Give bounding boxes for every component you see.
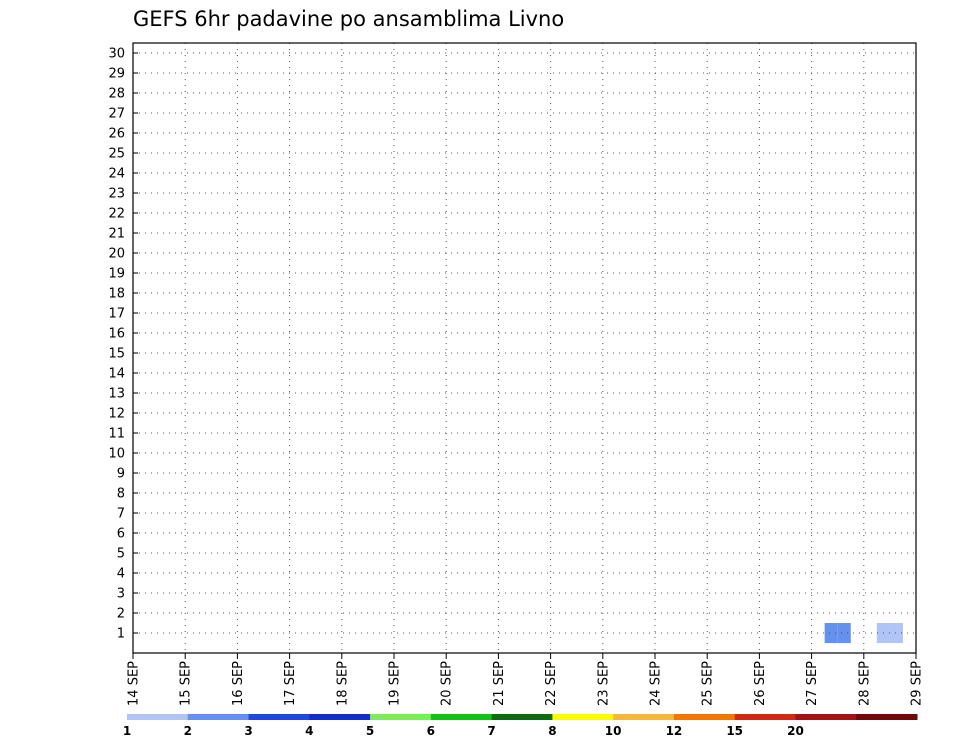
legend-swatch [856, 714, 918, 720]
y-tick-label: 14 [108, 367, 125, 382]
x-tick-label: 18 SEP [335, 661, 350, 706]
y-tick-label: 1 [117, 627, 125, 642]
y-tick-label: 18 [108, 287, 125, 302]
x-tick-label: 20 SEP [440, 661, 455, 706]
x-tick-label: 19 SEP [388, 661, 403, 706]
y-tick-label: 15 [108, 347, 125, 362]
y-tick-label: 25 [108, 147, 125, 162]
y-tick-label: 29 [108, 67, 125, 82]
x-tick-label: 22 SEP [544, 661, 559, 706]
chart-title: GEFS 6hr padavine po ansamblima Livno [133, 7, 564, 31]
y-tick-label: 20 [108, 247, 125, 262]
y-tick-label: 27 [108, 107, 125, 122]
y-tick-labels: 1234567891011121314151617181920212223242… [108, 47, 138, 642]
legend-swatch [370, 714, 432, 720]
heatmap-cell [837, 623, 851, 643]
legend-label: 6 [427, 724, 435, 738]
y-tick-label: 21 [108, 227, 125, 242]
heatmap-cell [889, 623, 903, 643]
x-tick-label: 27 SEP [805, 661, 820, 706]
y-tick-label: 3 [117, 587, 125, 602]
y-tick-label: 22 [108, 207, 125, 222]
legend-swatch [491, 714, 553, 720]
x-tick-label: 16 SEP [231, 661, 246, 706]
legend-label: 7 [487, 724, 495, 738]
y-tick-label: 16 [108, 327, 125, 342]
y-tick-label: 7 [117, 507, 125, 522]
x-tick-label: 21 SEP [492, 661, 507, 706]
legend-swatch [795, 714, 857, 720]
legend-swatch [673, 714, 736, 720]
legend-label: 3 [244, 724, 252, 738]
legend-swatch [613, 714, 675, 720]
y-tick-label: 10 [108, 447, 125, 462]
legend-label: 1 [123, 724, 131, 738]
x-tick-label: 28 SEP [857, 661, 872, 706]
x-tick-label: 17 SEP [283, 661, 298, 706]
x-tick-label: 24 SEP [649, 661, 664, 706]
legend-swatch [734, 714, 796, 720]
legend-label: 5 [366, 724, 374, 738]
y-tick-label: 6 [117, 527, 125, 542]
y-tick-label: 9 [117, 467, 125, 482]
plot-frame [132, 42, 917, 654]
color-legend: 1 2 3 4 5 6 7 8 10 12 15 20 [123, 714, 918, 738]
y-tick-label: 28 [108, 87, 125, 102]
x-tick-label: 26 SEP [753, 661, 768, 706]
legend-label: 2 [184, 724, 192, 738]
y-tick-label: 13 [108, 387, 125, 402]
x-tick-label: 14 SEP [127, 661, 142, 706]
y-tick-label: 23 [108, 187, 125, 202]
legend-swatch [430, 714, 493, 720]
legend-swatch [309, 714, 371, 720]
x-tick-label: 29 SEP [910, 661, 925, 706]
legend-label: 10 [605, 724, 622, 738]
y-tick-label: 30 [108, 47, 125, 62]
y-tick-label: 12 [108, 407, 125, 422]
y-tick-label: 4 [117, 567, 125, 582]
y-tick-label: 17 [108, 307, 125, 322]
legend-swatch [187, 714, 250, 720]
heatmap-cells [824, 623, 903, 643]
x-tick-label: 15 SEP [179, 661, 194, 706]
grid-lines [133, 43, 916, 653]
x-tick-label: 25 SEP [701, 661, 716, 706]
y-tick-label: 19 [108, 267, 125, 282]
y-tick-label: 11 [108, 427, 125, 442]
y-tick-label: 5 [117, 547, 125, 562]
legend-label: 4 [305, 724, 313, 738]
legend-swatch [552, 714, 614, 720]
legend-label: 12 [666, 724, 683, 738]
legend-swatch [127, 714, 189, 720]
legend-label: 8 [548, 724, 556, 738]
y-tick-label: 8 [117, 487, 125, 502]
heatmap-cell [824, 623, 838, 643]
legend-label: 20 [787, 724, 804, 738]
legend-label: 15 [726, 724, 743, 738]
y-tick-label: 2 [117, 607, 125, 622]
y-tick-label: 24 [108, 167, 125, 182]
legend-swatch [248, 714, 310, 720]
x-tick-label: 23 SEP [596, 661, 611, 706]
y-tick-label: 26 [108, 127, 125, 142]
x-tick-labels: 14 SEP 15 SEP 16 SEP 17 SEP 18 SEP 19 SEP 20 S… [127, 653, 925, 706]
